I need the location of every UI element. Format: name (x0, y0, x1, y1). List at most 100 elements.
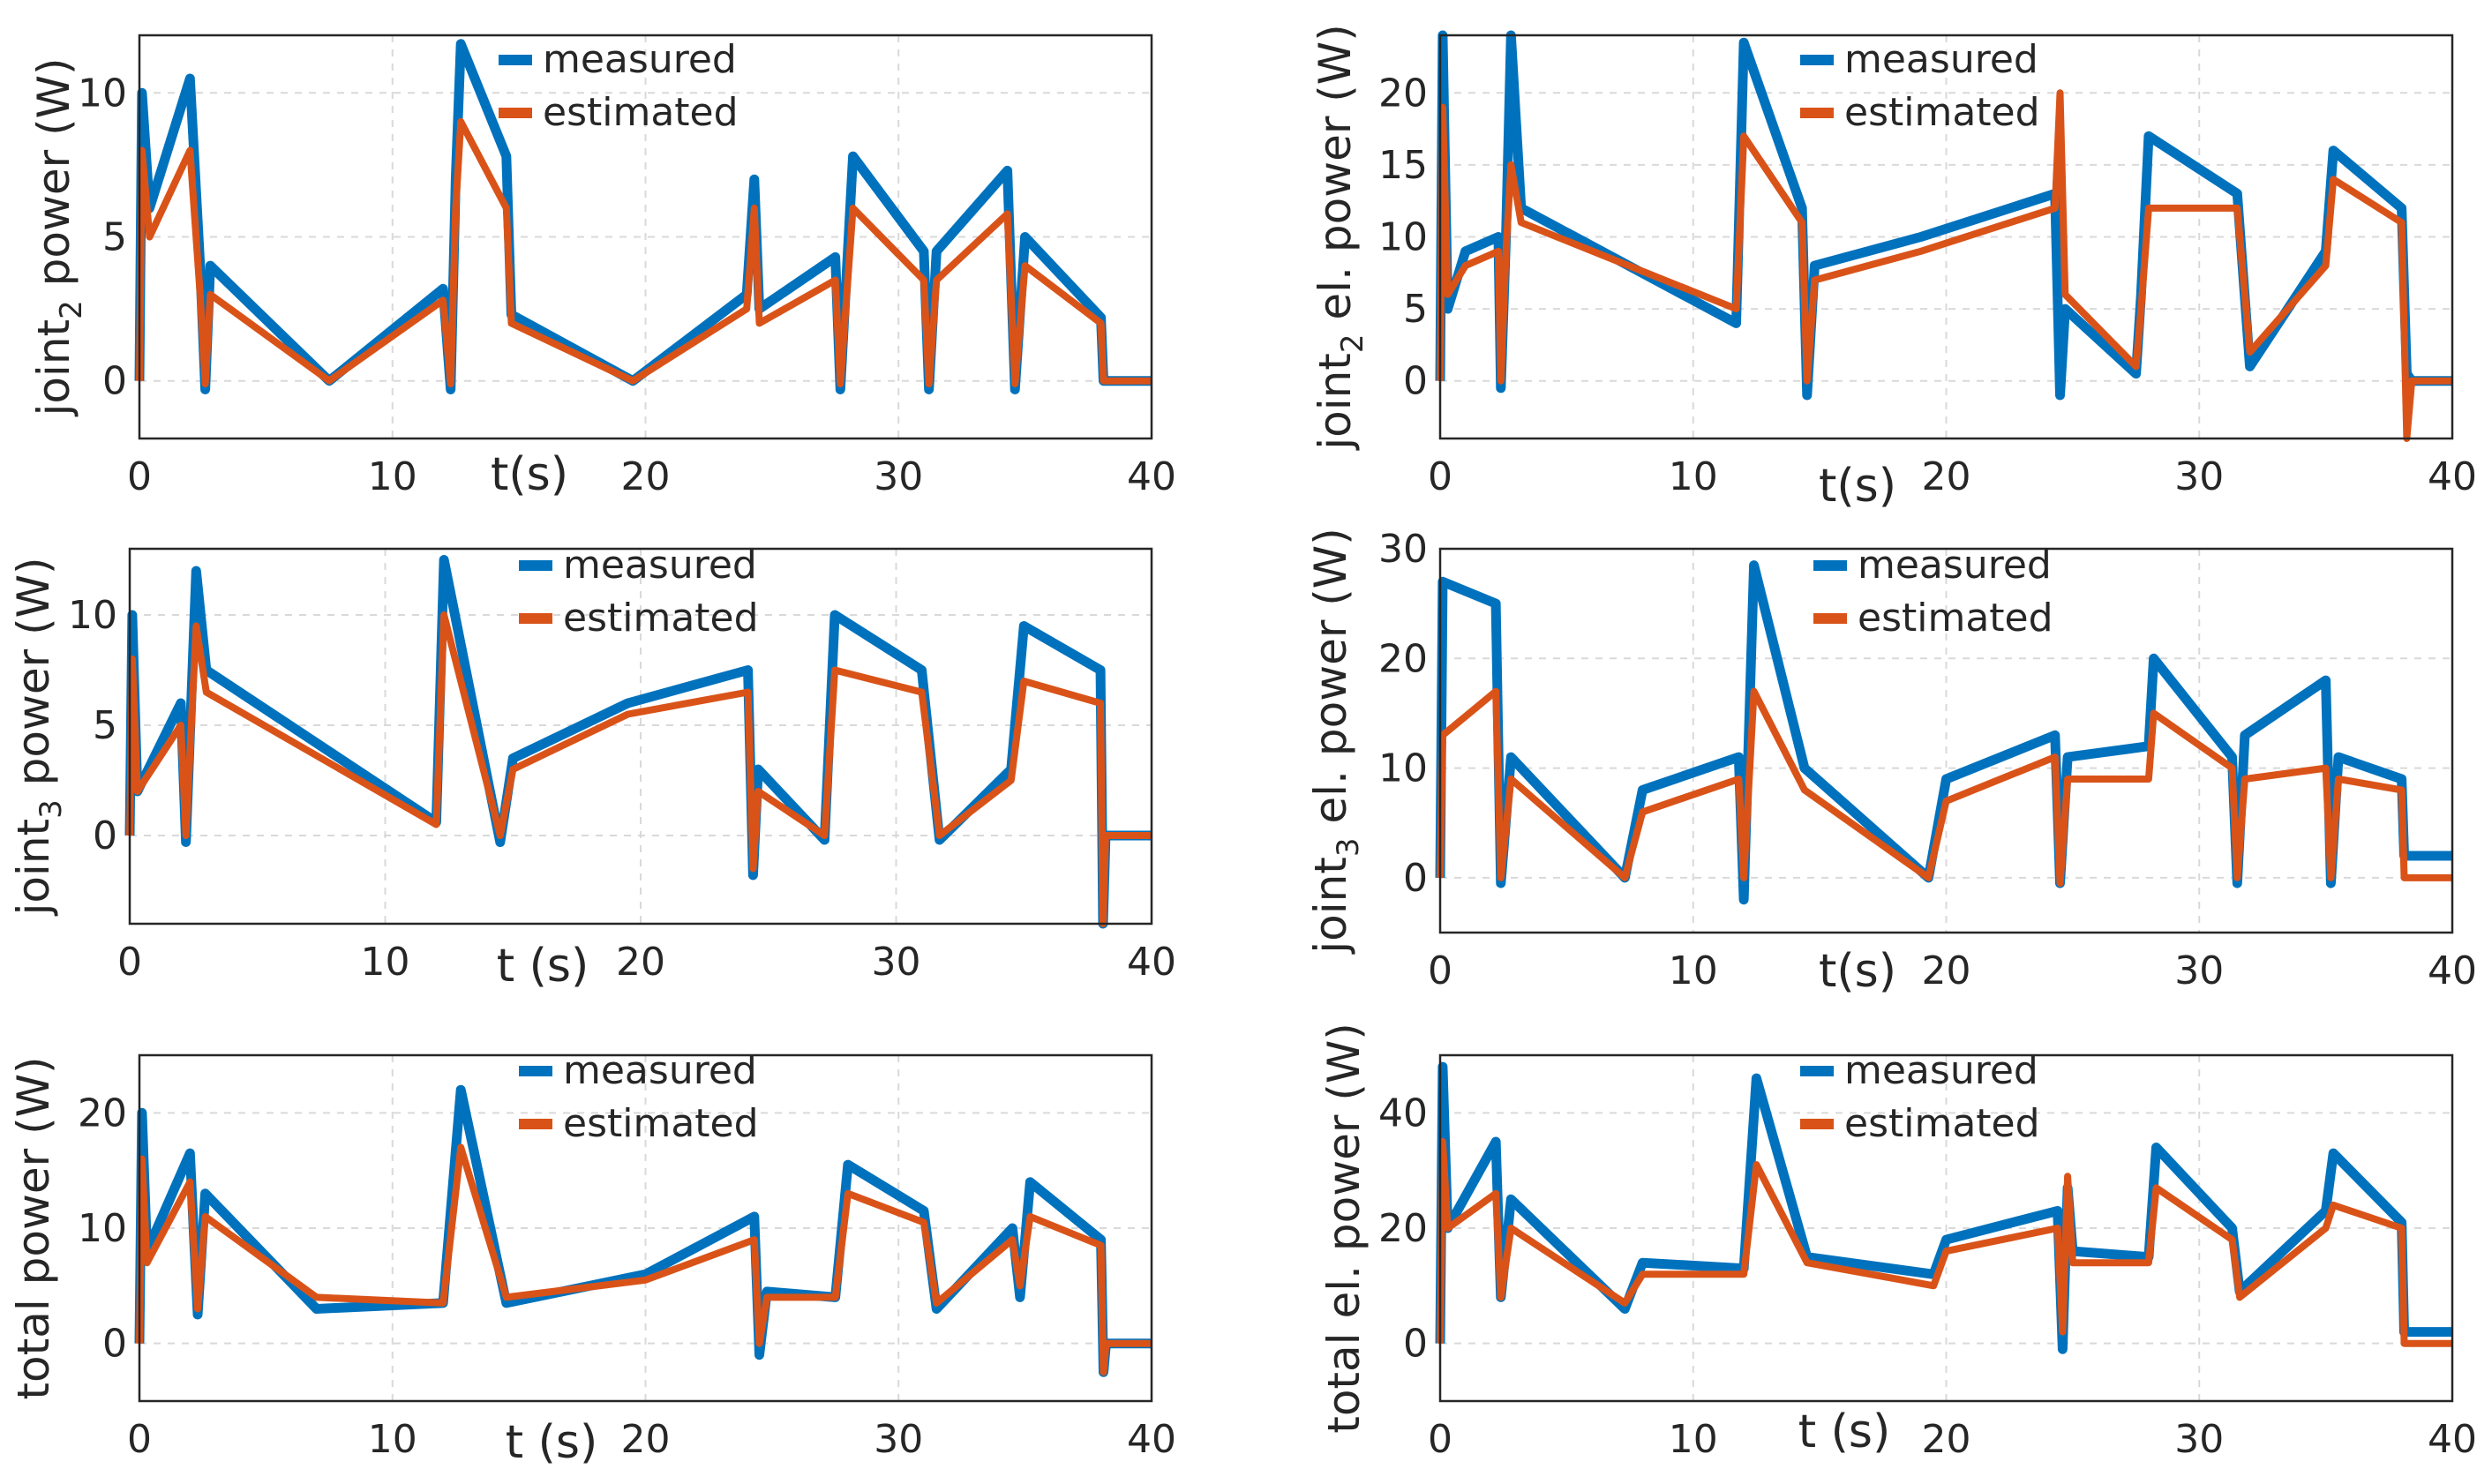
y-tick-label: 10 (1378, 746, 1428, 791)
x-tick-label: 30 (2174, 454, 2224, 499)
legend: measured estimated (519, 1048, 759, 1146)
x-tick-label: 10 (368, 454, 417, 499)
panel-p3: 0 10 20 30 40 0 5 10 t (s) joint3 power (W) measur… (8, 543, 1176, 993)
y-axis-label: joint3 power (W) (8, 557, 69, 916)
x-axis-label: t(s) (1819, 945, 1896, 998)
legend: measured estimated (1813, 543, 2053, 641)
x-axis-label: t(s) (1819, 460, 1896, 513)
y-tick-label: 15 (1378, 143, 1428, 188)
x-tick-label: 10 (1669, 948, 1718, 993)
series-measured (134, 1084, 1152, 1377)
legend-label-estimated: estimated (1858, 596, 2053, 641)
x-tick-label: 20 (621, 454, 671, 499)
y-tick-label: 20 (1378, 1206, 1428, 1251)
x-tick-label: 20 (616, 940, 665, 985)
axes-box (128, 547, 1153, 926)
y-tick-label: 20 (1378, 71, 1428, 116)
y-tick-label: 20 (78, 1091, 127, 1135)
y-tick-label: 0 (1403, 359, 1428, 404)
legend-label-estimated: estimated (563, 596, 759, 641)
y-tick-label: 10 (78, 1206, 127, 1251)
plot-area (1440, 549, 2452, 933)
x-tick-label: 30 (2174, 1417, 2224, 1462)
y-tick-label: 10 (78, 71, 127, 116)
legend: measured estimated (1800, 37, 2040, 135)
x-tick-label: 10 (368, 1417, 417, 1462)
legend-label-estimated: estimated (563, 1101, 759, 1146)
series-estimated (1437, 89, 2452, 442)
x-tick-label: 0 (127, 454, 152, 499)
x-tick-label: 10 (1669, 1417, 1718, 1462)
y-axis-label: total el. power (W) (1318, 1023, 1370, 1434)
x-axis-label: t (s) (1798, 1405, 1891, 1458)
legend-label-measured: measured (1844, 1048, 2038, 1093)
y-tick-label: 20 (1378, 636, 1428, 681)
panel-p6: 0 10 20 30 40 0 20 40 t (s) total el. power (W) me… (1318, 1023, 2477, 1462)
y-tick-label: 0 (102, 359, 127, 404)
legend-label-estimated: estimated (543, 90, 739, 135)
panel-p4: 0 10 20 30 40 0 10 20 30 t(s) joint3 el. power (W)… (1305, 527, 2477, 998)
y-axis-label: joint2 el. power (W) (1310, 24, 1370, 451)
y-tick-label: 30 (1378, 527, 1428, 572)
x-tick-label: 40 (2428, 454, 2477, 499)
legend-label-estimated: estimated (1844, 90, 2040, 135)
series-estimated (136, 1143, 1152, 1376)
x-tick-label: 30 (874, 454, 923, 499)
x-tick-label: 40 (2428, 948, 2477, 993)
legend-label-measured: measured (543, 37, 737, 82)
legend: measured estimated (499, 37, 739, 135)
axes-box (138, 34, 1153, 440)
y-axis-label: total power (W) (8, 1056, 59, 1399)
x-tick-label: 40 (2428, 1417, 2477, 1462)
x-tick-label: 40 (1127, 940, 1176, 985)
x-axis-label: t(s) (491, 448, 568, 501)
y-tick-label: 0 (93, 813, 117, 858)
x-tick-label: 20 (1922, 948, 1971, 993)
y-tick-label: 0 (102, 1322, 127, 1367)
series-estimated (1437, 687, 2452, 888)
x-tick-label: 40 (1127, 1417, 1176, 1462)
legend-label-measured: measured (563, 543, 757, 588)
x-tick-label: 20 (1922, 1417, 1971, 1462)
series-estimated (1437, 1138, 2452, 1347)
x-tick-label: 0 (117, 940, 142, 985)
panel-p1: 0 10 20 30 40 0 5 10 t(s) joint2 power (W) measure… (28, 34, 1176, 501)
legend-label-measured: measured (1858, 543, 2052, 588)
panel-p2: 0 10 20 30 40 0 5 10 15 20 t(s) joint2 el. power (W… (1310, 24, 2477, 513)
y-tick-label: 40 (1378, 1091, 1428, 1135)
x-tick-label: 30 (872, 940, 921, 985)
y-tick-label: 10 (1378, 215, 1428, 260)
x-tick-label: 20 (621, 1417, 671, 1462)
x-tick-label: 20 (1922, 454, 1971, 499)
y-tick-label: 0 (1403, 856, 1428, 901)
x-tick-label: 30 (2174, 948, 2224, 993)
legend-label-measured: measured (563, 1048, 757, 1093)
x-tick-label: 30 (874, 1417, 923, 1462)
x-tick-label: 0 (1428, 948, 1452, 993)
y-tick-label: 5 (102, 215, 127, 260)
legend: measured estimated (519, 543, 759, 641)
series-measured (124, 555, 1152, 929)
y-axis-label: joint2 power (W) (28, 57, 89, 416)
axes-box (1438, 1053, 2454, 1403)
y-tick-label: 10 (68, 593, 117, 638)
panel-p5: 0 10 20 30 40 0 10 20 t (s) total power (W) measur… (8, 1048, 1176, 1469)
axes-box (138, 1053, 1153, 1403)
x-tick-label: 10 (361, 940, 410, 985)
axes-box (1438, 34, 2454, 440)
x-tick-label: 40 (1127, 454, 1176, 499)
axes-box (1438, 547, 2454, 934)
legend-label-estimated: estimated (1844, 1101, 2040, 1146)
series-estimated (136, 117, 1152, 387)
x-tick-label: 0 (127, 1417, 152, 1462)
x-tick-label: 10 (1669, 454, 1718, 499)
y-tick-label: 0 (1403, 1322, 1428, 1367)
x-axis-label: t (s) (497, 940, 589, 993)
x-tick-label: 0 (1428, 454, 1452, 499)
series-estimated (126, 611, 1152, 927)
x-tick-label: 0 (1428, 1417, 1452, 1462)
legend: measured estimated (1800, 1048, 2040, 1146)
y-tick-label: 5 (1403, 287, 1428, 332)
y-axis-label: joint3 el. power (W) (1305, 528, 1366, 955)
